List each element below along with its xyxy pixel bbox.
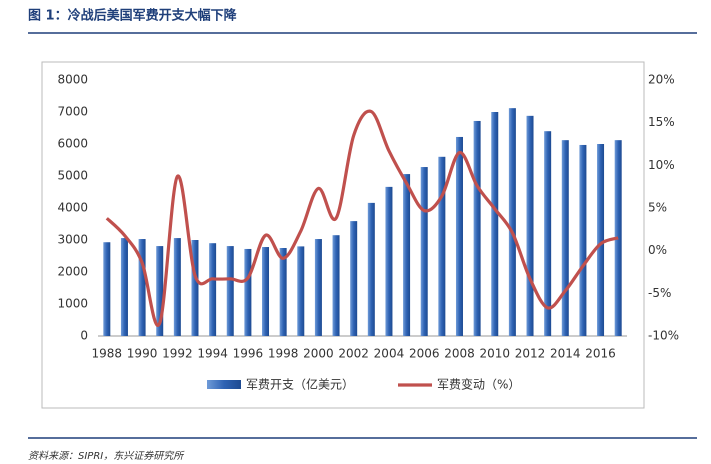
bar xyxy=(597,144,605,336)
bar xyxy=(297,246,305,336)
x-tick-label: 2014 xyxy=(550,347,581,361)
bar xyxy=(508,108,516,336)
y2-tick-label: 0% xyxy=(648,243,667,257)
x-tick-label: 2008 xyxy=(444,347,475,361)
bar xyxy=(403,174,411,336)
chart-frame xyxy=(41,61,645,409)
y-tick-label: 7000 xyxy=(57,105,88,119)
legend-label: 军费开支（亿美元） xyxy=(246,377,354,392)
bar xyxy=(279,248,287,336)
bar xyxy=(350,221,358,336)
bar xyxy=(120,238,128,336)
x-tick-label: 1996 xyxy=(233,347,264,361)
bar xyxy=(491,112,499,336)
bar xyxy=(438,156,446,336)
legend-label: 军费变动（%） xyxy=(437,377,520,392)
y-tick-label: 1000 xyxy=(57,297,88,311)
bar xyxy=(544,131,552,336)
y-tick-label: 2000 xyxy=(57,265,88,279)
bar xyxy=(173,238,181,336)
legend-swatch xyxy=(207,380,241,389)
x-tick-label: 2002 xyxy=(338,347,369,361)
bar xyxy=(244,248,252,336)
bar xyxy=(420,167,428,336)
x-tick-label: 1988 xyxy=(92,347,123,361)
bar xyxy=(226,246,234,336)
bar xyxy=(262,247,270,336)
x-tick-label: 1990 xyxy=(127,347,158,361)
x-tick-label: 2006 xyxy=(409,347,440,361)
chart-title: 图 1：冷战后美国军费开支大幅下降 xyxy=(28,8,238,24)
bar xyxy=(314,239,322,336)
y-tick-label: 5000 xyxy=(57,169,88,183)
source: 资料来源：SIPRI，东兴证券研究所 xyxy=(28,450,185,462)
x-tick-label: 2010 xyxy=(479,347,510,361)
y2-tick-label: 10% xyxy=(648,158,675,172)
y2-tick-label: 20% xyxy=(648,73,675,87)
y2-tick-label: -10% xyxy=(648,329,679,343)
bar xyxy=(156,246,164,336)
x-tick-label: 2012 xyxy=(515,347,546,361)
bar xyxy=(579,144,587,336)
bar xyxy=(455,136,463,336)
x-tick-label: 2004 xyxy=(374,347,405,361)
bar xyxy=(385,186,393,336)
line xyxy=(105,109,619,327)
x-tick-label: 1992 xyxy=(162,347,193,361)
x-tick-label: 2016 xyxy=(585,347,616,361)
bar xyxy=(561,140,569,336)
bar xyxy=(473,120,481,337)
bar xyxy=(526,115,534,336)
y-tick-label: 3000 xyxy=(57,233,88,247)
bar xyxy=(191,240,199,336)
y-tick-label: 4000 xyxy=(57,201,88,215)
y2-tick-label: 15% xyxy=(648,115,675,129)
y2-tick-label: -5% xyxy=(648,286,671,300)
bar xyxy=(209,243,217,336)
y-tick-label: 0 xyxy=(80,329,88,343)
x-tick-label: 1998 xyxy=(268,347,299,361)
y-tick-label: 8000 xyxy=(57,73,88,87)
bar xyxy=(103,242,111,336)
bar xyxy=(332,235,340,336)
x-tick-label: 1994 xyxy=(197,347,228,361)
y-tick-label: 6000 xyxy=(57,137,88,151)
x-tick-label: 2000 xyxy=(303,347,334,361)
bar xyxy=(367,202,375,336)
bar xyxy=(138,239,146,336)
y2-tick-label: 5% xyxy=(648,201,667,215)
